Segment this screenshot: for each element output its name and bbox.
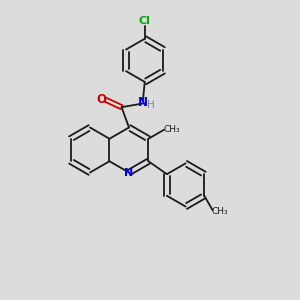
Text: N: N — [138, 96, 148, 109]
Text: CH₃: CH₃ — [212, 207, 228, 216]
Text: N: N — [124, 167, 134, 178]
Text: H: H — [147, 100, 155, 110]
Text: CH₃: CH₃ — [163, 125, 180, 134]
Text: Cl: Cl — [139, 16, 151, 26]
Text: O: O — [97, 93, 107, 106]
